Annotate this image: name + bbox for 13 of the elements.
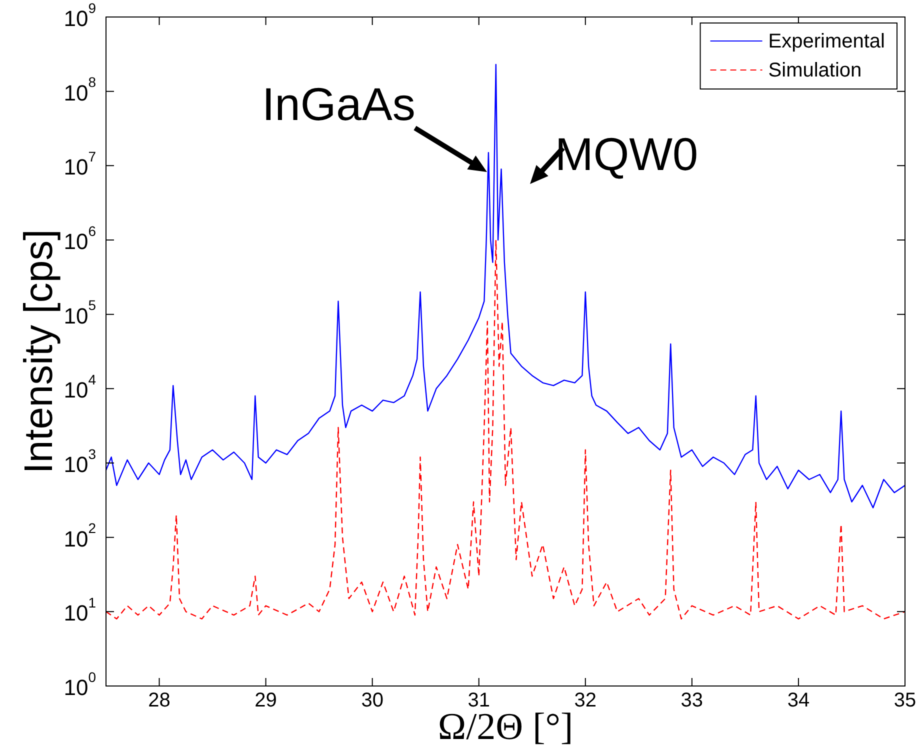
x-tick-label: 30 (361, 690, 384, 712)
x-tick-label: 32 (574, 690, 597, 712)
x-tick-label: 28 (148, 690, 170, 712)
line-series (106, 239, 905, 620)
legend-label: Simulation (768, 60, 862, 82)
x-tick-label: 35 (894, 690, 916, 712)
annotation: InGaAs (262, 78, 416, 130)
annotation: MQW0 (555, 128, 698, 180)
x-tick-label: 29 (254, 690, 277, 712)
x-tick-label: 34 (787, 690, 810, 712)
y-axis-title: Intensity [cps] (17, 229, 61, 474)
legend-label: Experimental (768, 30, 885, 53)
x-tick-label: 33 (680, 690, 704, 712)
